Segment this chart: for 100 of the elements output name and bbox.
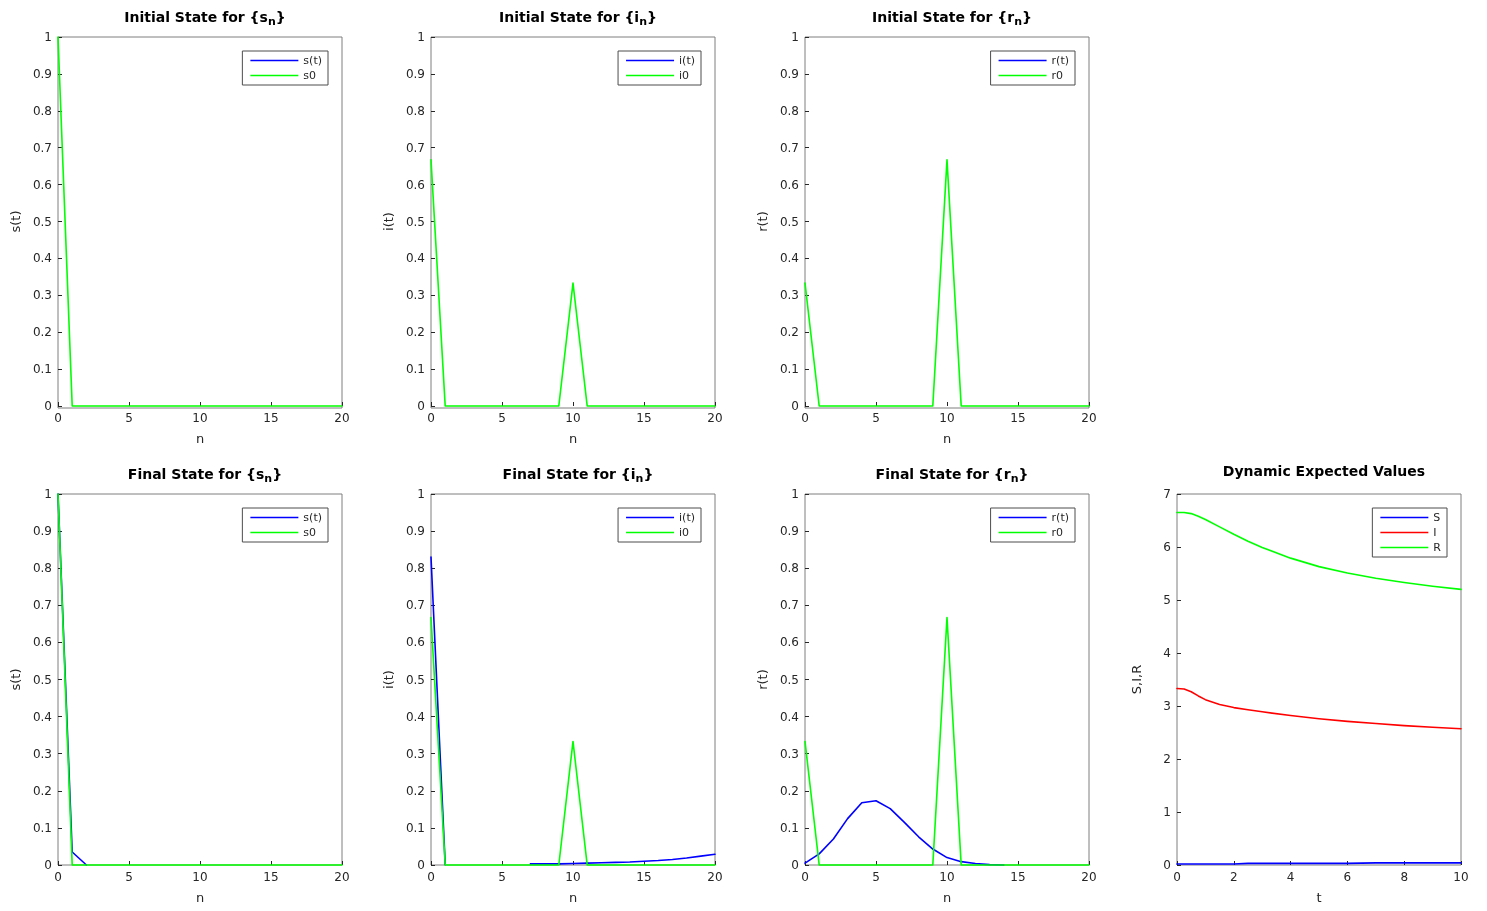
y-tick-label: 0.5 xyxy=(32,672,52,687)
y-tick-label: 0.4 xyxy=(779,251,799,266)
y-tick-label: 1 xyxy=(44,487,52,501)
legend-label: s(t) xyxy=(303,511,323,524)
x-tick-label: 5 xyxy=(498,870,506,884)
x-tick-label: 8 xyxy=(1400,870,1409,884)
y-tick-label: 0 xyxy=(791,399,799,413)
y-tick-label: 0.8 xyxy=(779,103,799,118)
y-axis-title: i(t) xyxy=(381,212,397,231)
legend-label: s(t) xyxy=(303,54,323,67)
y-axis-title: i(t) xyxy=(381,670,397,689)
y-tick-label: 0.3 xyxy=(405,288,425,303)
y-tick-label: 0.5 xyxy=(779,672,799,687)
x-tick-label: 5 xyxy=(872,870,880,884)
x-tick-label: 0 xyxy=(54,870,62,884)
x-tick-label: 20 xyxy=(707,870,723,884)
y-tick-label: 0.3 xyxy=(32,288,52,303)
x-axis-title: n xyxy=(942,431,952,446)
x-tick-label: 20 xyxy=(334,870,350,884)
x-tick-label: 5 xyxy=(498,411,506,425)
y-tick-label: 0.1 xyxy=(32,820,52,835)
x-tick-label: 15 xyxy=(636,411,652,425)
y-tick-label: 0 xyxy=(417,858,425,872)
y-tick-label: 7 xyxy=(1163,487,1171,501)
y-tick-label: 0.1 xyxy=(405,362,425,377)
legend-label: r(t) xyxy=(1051,54,1069,67)
x-tick-label: 10 xyxy=(565,870,581,884)
y-tick-label: 0.8 xyxy=(32,561,52,576)
y-tick-label: 0.5 xyxy=(32,214,52,229)
x-tick-label: 10 xyxy=(1453,870,1469,884)
y-tick-label: 4 xyxy=(1163,646,1171,660)
y-tick-label: 1 xyxy=(791,487,799,501)
x-tick-label: 20 xyxy=(707,411,723,425)
x-tick-label: 15 xyxy=(263,870,279,884)
y-tick-label: 0.9 xyxy=(779,66,799,81)
y-tick-label: 0.4 xyxy=(779,709,799,724)
y-tick-label: 0.3 xyxy=(779,746,799,761)
legend-label: i(t) xyxy=(679,511,695,524)
y-tick-label: 0.6 xyxy=(779,635,799,650)
y-tick-label: 5 xyxy=(1163,593,1171,607)
legend-label: r0 xyxy=(1051,526,1064,539)
x-tick-label: 20 xyxy=(1081,411,1097,425)
y-tick-label: 0.6 xyxy=(32,177,52,192)
x-tick-label: 10 xyxy=(939,870,955,884)
x-axis-title: t xyxy=(1316,890,1322,905)
y-tick-label: 0.6 xyxy=(32,635,52,650)
legend-label: I xyxy=(1433,526,1437,539)
y-tick-label: 0.1 xyxy=(779,362,799,377)
y-tick-label: 1 xyxy=(791,30,799,44)
y-tick-label: 1 xyxy=(417,30,425,44)
y-tick-label: 0.2 xyxy=(32,325,52,340)
y-tick-label: 0.7 xyxy=(32,598,52,613)
y-tick-label: 0 xyxy=(44,858,52,872)
y-axis-title: s(t) xyxy=(8,668,24,691)
y-tick-label: 0.6 xyxy=(405,177,425,192)
x-tick-label: 15 xyxy=(636,870,652,884)
x-tick-label: 15 xyxy=(1010,411,1026,425)
y-tick-label: 0 xyxy=(44,399,52,413)
y-tick-label: 0.2 xyxy=(779,325,799,340)
y-tick-label: 0.4 xyxy=(32,251,52,266)
y-tick-label: 0.8 xyxy=(405,103,425,118)
x-tick-label: 10 xyxy=(192,411,208,425)
y-tick-label: 0.8 xyxy=(405,561,425,576)
y-tick-label: 0.9 xyxy=(32,524,52,539)
x-tick-label: 20 xyxy=(334,411,350,425)
y-tick-label: 0.7 xyxy=(779,598,799,613)
y-tick-label: 1 xyxy=(417,487,425,501)
x-tick-label: 0 xyxy=(801,411,809,425)
legend-label: i0 xyxy=(679,69,690,82)
x-tick-label: 2 xyxy=(1229,870,1238,884)
y-tick-label: 0.3 xyxy=(32,746,52,761)
y-tick-label: 0.7 xyxy=(779,140,799,155)
y-tick-label: 0.7 xyxy=(405,598,425,613)
x-tick-label: 5 xyxy=(125,870,133,884)
x-tick-label: 0 xyxy=(54,411,62,425)
legend-label: r0 xyxy=(1051,69,1064,82)
y-tick-label: 0.4 xyxy=(405,251,425,266)
y-tick-label: 0.2 xyxy=(32,783,52,798)
y-tick-label: 0.8 xyxy=(32,103,52,118)
x-tick-label: 6 xyxy=(1343,870,1352,884)
y-tick-label: 1 xyxy=(1163,805,1171,819)
y-tick-label: 0.2 xyxy=(405,325,425,340)
y-tick-label: 0.2 xyxy=(779,783,799,798)
y-tick-label: 0.9 xyxy=(32,66,52,81)
x-tick-label: 0 xyxy=(801,870,809,884)
x-axis-title: n xyxy=(568,890,578,905)
y-tick-label: 0.1 xyxy=(405,820,425,835)
x-tick-label: 5 xyxy=(872,411,880,425)
x-tick-label: 10 xyxy=(565,411,581,425)
y-tick-label: 0.5 xyxy=(405,214,425,229)
y-tick-label: 0.9 xyxy=(405,524,425,539)
x-tick-label: 15 xyxy=(263,411,279,425)
y-tick-label: 6 xyxy=(1163,540,1171,554)
y-axis-title: r(t) xyxy=(755,211,771,232)
y-tick-label: 0.3 xyxy=(779,288,799,303)
y-tick-label: 2 xyxy=(1163,752,1171,766)
y-tick-label: 0.9 xyxy=(779,524,799,539)
x-tick-label: 20 xyxy=(1081,870,1097,884)
x-tick-label: 15 xyxy=(1010,870,1026,884)
y-tick-label: 0.7 xyxy=(32,140,52,155)
